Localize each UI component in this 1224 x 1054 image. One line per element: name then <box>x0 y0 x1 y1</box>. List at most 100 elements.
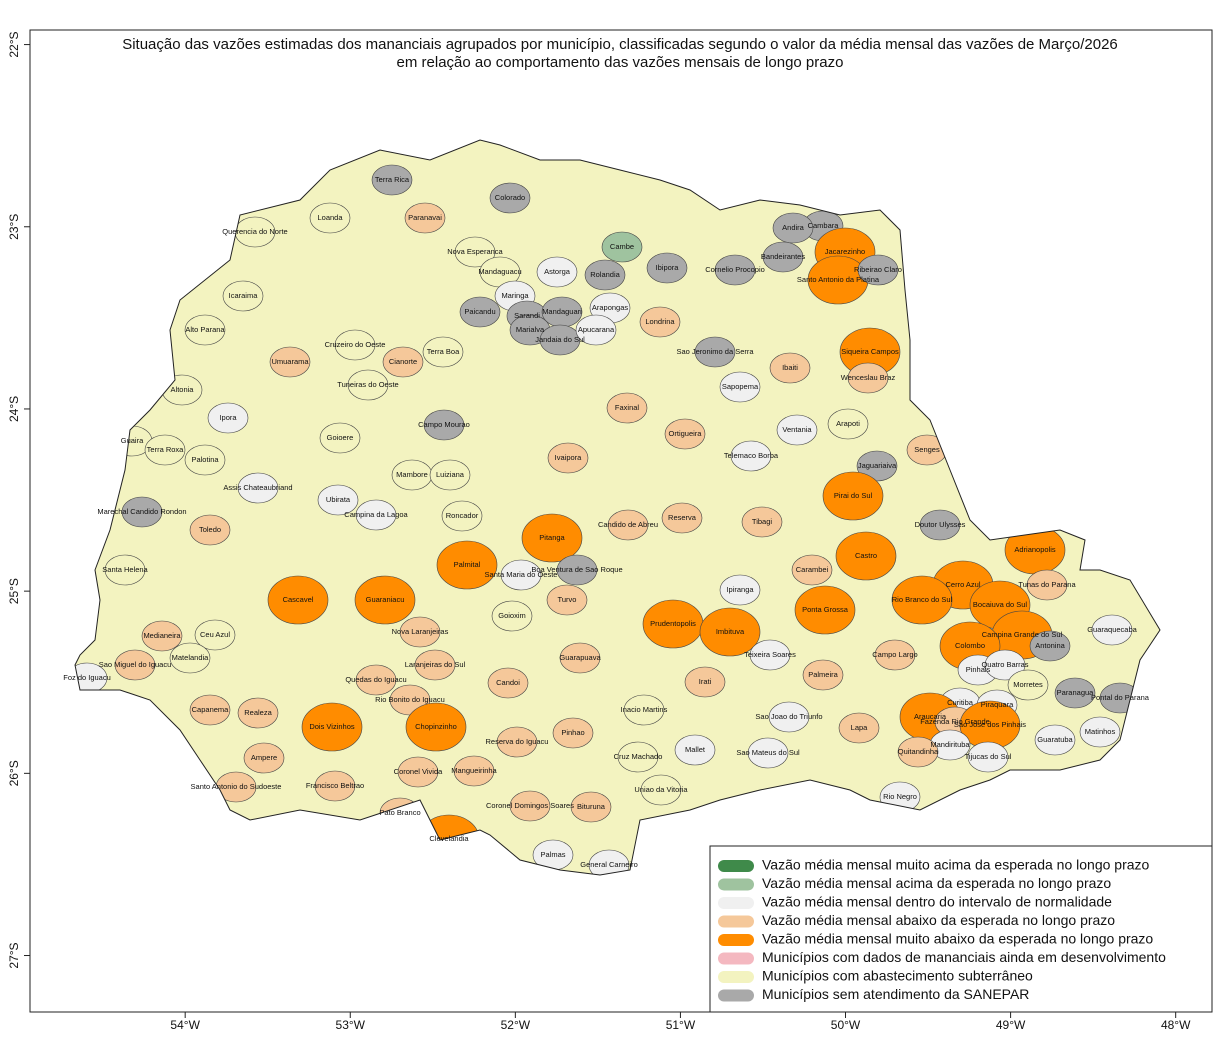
municipality-area <box>559 642 601 674</box>
municipality-area <box>714 254 756 286</box>
municipality-label: Paicandu <box>464 307 495 316</box>
municipality-area <box>539 324 581 356</box>
municipality-area <box>857 254 899 286</box>
municipality-label: Assis Chateaubriand <box>223 483 292 492</box>
municipality-label: Mandaguacu <box>478 267 521 276</box>
municipality-label: Sao Miguel do Iguacu <box>99 660 172 669</box>
municipality-label: Ibipora <box>656 263 680 272</box>
municipality-area <box>584 259 626 291</box>
municipality-area <box>607 509 649 541</box>
municipality-label: Guaratuba <box>1037 735 1073 744</box>
municipality-label: Irati <box>699 677 712 686</box>
municipality-label: Colombo <box>955 641 985 650</box>
municipality-label: Cambara <box>808 221 840 230</box>
municipality-label: Sao Jose dos Pinhais <box>954 720 1026 729</box>
x-tick-label: 48°W <box>1161 1018 1191 1032</box>
legend-label: Vazão média mensal abaixo da esperada no… <box>762 912 1115 928</box>
municipality-label: Pinhais <box>966 665 991 674</box>
municipality-area <box>664 418 706 450</box>
y-tick-label: 25°S <box>7 578 21 604</box>
municipality-label: Wenceslau Braz <box>841 373 896 382</box>
municipality-area <box>694 336 736 368</box>
municipality-label: Querencia do Norte <box>222 227 287 236</box>
municipality-area <box>768 701 810 733</box>
municipality-area <box>267 575 329 625</box>
municipality-area <box>189 694 231 726</box>
municipality-area <box>856 450 898 482</box>
municipality-area <box>414 649 456 681</box>
municipality-area <box>719 574 761 606</box>
municipality-area <box>422 336 464 368</box>
municipality-label: Ribeirao Claro <box>854 265 902 274</box>
municipality-area <box>606 392 648 424</box>
municipality-label: Quatro Barras <box>981 660 1028 669</box>
municipality-area <box>355 664 397 696</box>
municipality-area <box>661 502 703 534</box>
municipality-area <box>459 296 501 328</box>
municipality-label: Cambe <box>610 242 634 251</box>
municipality-area <box>496 726 538 758</box>
municipality-area <box>521 513 583 563</box>
municipality-label: Palotina <box>191 455 219 464</box>
x-tick-label: 51°W <box>666 1018 696 1032</box>
municipality-label: Terra Boa <box>427 347 460 356</box>
legend-label: Municípios com abastecimento subterrâneo <box>762 968 1033 984</box>
municipality-label: Arapoti <box>836 419 860 428</box>
municipality-label: Cornelio Procopio <box>705 265 765 274</box>
municipality-label: Matinhos <box>1085 727 1116 736</box>
municipality-label: Medianeira <box>143 631 181 640</box>
municipality-area <box>699 607 761 657</box>
municipality-area <box>453 755 495 787</box>
municipality-label: Inacio Martins <box>621 705 668 714</box>
municipality-label: Foz do Iguacu <box>63 673 111 682</box>
municipality-area <box>309 202 351 234</box>
municipality-area <box>121 496 163 528</box>
municipality-label: Toledo <box>199 525 221 534</box>
municipality-label: General Carneiro <box>580 860 638 869</box>
municipality-area <box>1029 630 1071 662</box>
municipality-label: Pontal do Parana <box>1091 693 1150 702</box>
municipality-label: Reserva <box>668 513 697 522</box>
municipality-label: Sao Mateus do Sul <box>736 748 800 757</box>
municipality-label: Francisco Beltrao <box>306 781 364 790</box>
municipality-label: Candido de Abreu <box>598 520 658 529</box>
municipality-area <box>237 697 279 729</box>
municipality-label: Candoi <box>496 678 520 687</box>
municipality-label: Ipora <box>219 413 237 422</box>
municipality-area <box>575 314 617 346</box>
municipality-area <box>399 616 441 648</box>
municipality-label: Santo Antonio do Sudoeste <box>191 782 282 791</box>
municipality-area <box>1034 724 1076 756</box>
legend-label: Municípios sem atendimento da SANEPAR <box>762 986 1029 1002</box>
municipality-label: Adrianopolis <box>1014 545 1056 554</box>
title-line: Situação das vazões estimadas dos mananc… <box>122 36 1118 53</box>
municipality-label: Doutor Ulysses <box>915 520 966 529</box>
municipality-area <box>617 741 659 773</box>
legend-swatch <box>718 989 754 1002</box>
municipality-label: Colorado <box>495 193 525 202</box>
municipality-label: Ventania <box>782 425 812 434</box>
municipality-label: Icaraima <box>229 291 259 300</box>
municipality-label: Carambei <box>796 565 829 574</box>
municipality-label: Palmital <box>454 560 481 569</box>
municipality-label: Laranjeiras do Sul <box>405 660 466 669</box>
municipality-label: Capanema <box>192 705 230 714</box>
municipality-label: Tunas do Parana <box>1018 580 1076 589</box>
y-tick-label: 26°S <box>7 760 21 786</box>
municipality-area <box>237 472 279 504</box>
municipality-label: Mandaguari <box>542 307 582 316</box>
municipality-label: Coronel Domingos Soares <box>486 801 574 810</box>
municipality-label: Marechal Candido Rondon <box>97 507 186 516</box>
municipality-label: Tijucas do Sul <box>965 752 1012 761</box>
municipality-area <box>570 791 612 823</box>
municipality-label: Tibagi <box>752 517 772 526</box>
municipality-label: Andira <box>782 223 805 232</box>
municipality-label: Turvo <box>558 595 577 604</box>
legend-swatch <box>718 934 754 946</box>
municipality-label: Terra Rica <box>375 175 410 184</box>
municipality-area <box>897 736 939 768</box>
municipality-area <box>404 202 446 234</box>
municipality-label: Araucaria <box>914 712 947 721</box>
municipality-area <box>646 252 688 284</box>
municipality-label: Realeza <box>244 708 272 717</box>
